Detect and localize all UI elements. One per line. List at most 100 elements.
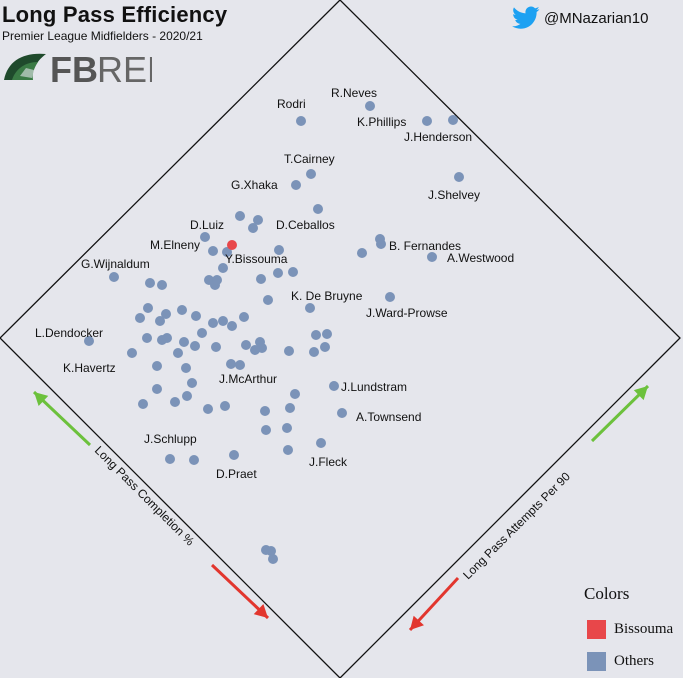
point-label-j-schlupp: J.Schlupp [144, 432, 197, 446]
legend-title: Colors [584, 584, 630, 603]
data-point [283, 445, 293, 455]
data-point [182, 391, 192, 401]
data-point [211, 342, 221, 352]
data-point-rodri [296, 116, 306, 126]
point-label-j-fleck: J.Fleck [309, 455, 348, 469]
legend-swatch-others [587, 652, 606, 671]
data-point [320, 342, 330, 352]
twitter-bird-icon [512, 6, 540, 29]
data-point [261, 425, 271, 435]
data-point [152, 384, 162, 394]
data-point-r-neves [365, 101, 375, 111]
data-point [142, 333, 152, 343]
svg-text:FB: FB [50, 49, 98, 88]
data-point [138, 399, 148, 409]
point-label-j-lundstram: J.Lundstram [341, 380, 407, 394]
point-label-r-neves: R.Neves [331, 86, 377, 100]
data-point-k-phillips [422, 116, 432, 126]
data-point [222, 247, 232, 257]
data-point [285, 403, 295, 413]
chart-title: Long Pass Efficiency [2, 2, 228, 27]
data-point [218, 263, 228, 273]
data-point [143, 303, 153, 313]
attempts-axis-label: Long Pass Attempts Per 90 [460, 469, 573, 582]
data-point-j-shelvey [454, 172, 464, 182]
point-label-rodri: Rodri [277, 97, 306, 111]
data-point [135, 313, 145, 323]
data-point [177, 305, 187, 315]
point-label-t-cairney: T.Cairney [284, 152, 335, 166]
data-point [145, 278, 155, 288]
data-point-l-dendocker [84, 336, 94, 346]
data-point [170, 397, 180, 407]
data-point-d-ceballos [313, 204, 323, 214]
data-point [274, 245, 284, 255]
data-point-a-townsend [337, 408, 347, 418]
data-point-g-wijnaldum [109, 272, 119, 282]
legend: Colors Bissouma Others [580, 584, 683, 678]
data-point-d-luiz [235, 211, 245, 221]
data-point-j-schlupp [165, 454, 175, 464]
completion-down-arrow [210, 563, 270, 620]
data-point [229, 450, 239, 460]
data-point [191, 311, 201, 321]
point-label-k-havertz: K.Havertz [63, 361, 116, 375]
data-point [268, 554, 278, 564]
data-point [250, 345, 260, 355]
twitter-credit: @MNazarian10 [512, 6, 648, 30]
data-point-m-elneny [208, 246, 218, 256]
data-point [204, 275, 214, 285]
point-label-j-shelvey: J.Shelvey [428, 188, 480, 202]
data-point [161, 309, 171, 319]
data-point [241, 340, 251, 350]
data-point [311, 330, 321, 340]
data-point [260, 406, 270, 416]
point-label-j-ward-prowse: J.Ward-Prowse [366, 306, 448, 320]
data-point-a-westwood [427, 252, 437, 262]
data-point-y-bissouma [227, 240, 237, 250]
data-point [187, 378, 197, 388]
legend-swatch-bissouma [587, 620, 606, 639]
data-point [173, 348, 183, 358]
point-label-d-luiz: D.Luiz [190, 218, 224, 232]
data-point [309, 347, 319, 357]
data-point [284, 346, 294, 356]
point-label-m-elneny: M.Elneny [150, 238, 200, 252]
legend-label-others: Others [614, 653, 654, 669]
data-point [218, 316, 228, 326]
legend-item-others: Others [587, 652, 654, 671]
point-label-k-phillips: K.Phillips [357, 115, 406, 129]
point-label-k-de-bruyne: K. De Bruyne [291, 289, 363, 303]
data-point [282, 423, 292, 433]
chart-subtitle: Premier League Midfielders - 2020/21 [2, 29, 203, 43]
fbref-logo: FB REF [4, 49, 152, 88]
data-point-g-xhaka [291, 180, 301, 190]
data-point [179, 337, 189, 347]
data-point [181, 363, 191, 373]
data-point [155, 316, 165, 326]
data-point [248, 223, 258, 233]
data-point [288, 267, 298, 277]
legend-item-bissouma: Bissouma [587, 620, 673, 639]
point-label-g-wijnaldum: G.Wijnaldum [81, 257, 150, 271]
point-label-b-fernandes: B. Fernandes [389, 239, 461, 253]
point-label-d-praet: D.Praet [216, 467, 257, 481]
data-point-d-praet [189, 455, 199, 465]
data-point [239, 312, 249, 322]
data-point-j-fleck [316, 438, 326, 448]
data-point-j-lundstram [329, 381, 339, 391]
data-point-j-henderson [448, 115, 458, 125]
data-point [203, 404, 213, 414]
svg-text:REF: REF [97, 49, 152, 88]
point-label-j-mcarthur: J.McArthur [219, 372, 277, 386]
data-point-j-ward-prowse [385, 292, 395, 302]
data-point [256, 274, 266, 284]
data-point-k-havertz [127, 348, 137, 358]
point-label-y-bissouma: Y.Bissouma [225, 252, 288, 266]
data-point-t-cairney [306, 169, 316, 179]
data-point [208, 318, 218, 328]
data-point [253, 215, 263, 225]
data-point [290, 389, 300, 399]
data-point [263, 295, 273, 305]
